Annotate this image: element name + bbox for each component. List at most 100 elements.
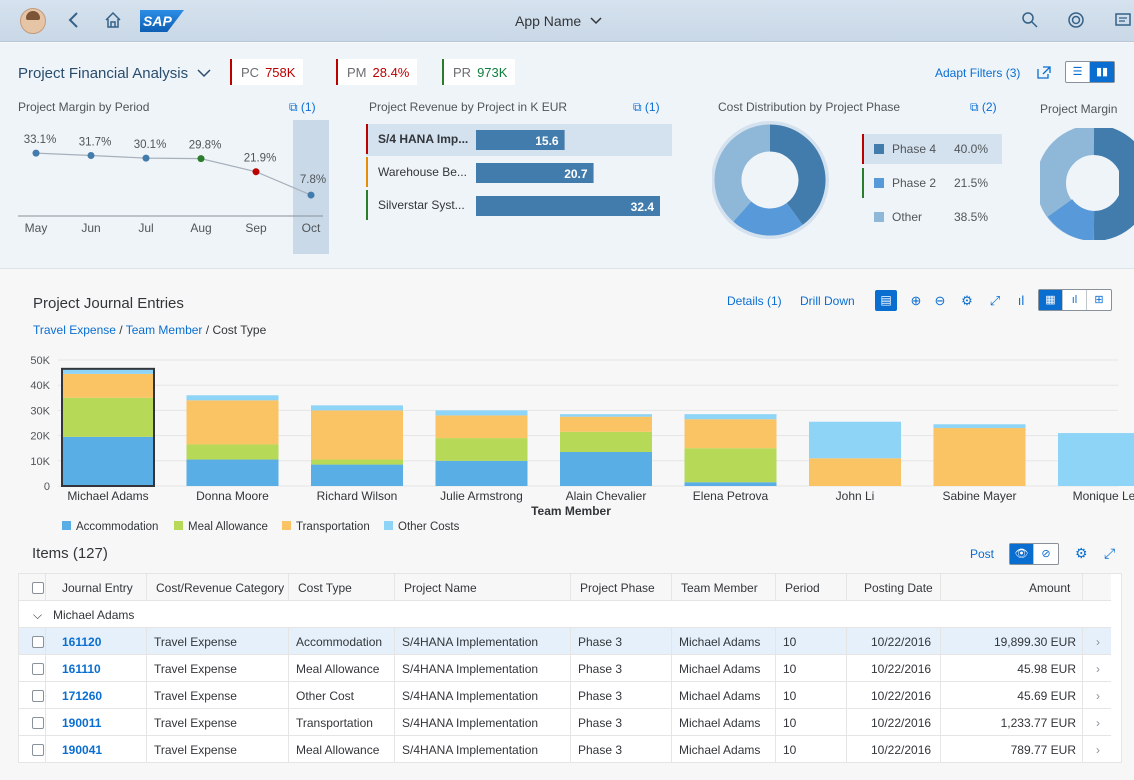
stacked-bar-segment[interactable] (311, 405, 403, 411)
kpi-pm[interactable]: PM 28.4% (336, 59, 418, 85)
hide-icon[interactable]: ⊘ (1041, 548, 1051, 560)
app-name-menu[interactable]: App Name (515, 13, 603, 29)
stacked-bar-segment[interactable] (186, 459, 279, 486)
column-header[interactable]: Team Member (681, 581, 758, 595)
project-margin-donut[interactable] (1040, 128, 1134, 240)
stacked-bar-segment[interactable] (186, 395, 279, 401)
stacked-bar-segment[interactable] (435, 438, 528, 461)
stacked-bar-segment[interactable] (62, 397, 154, 437)
row-navigation-icon[interactable]: › (1096, 716, 1100, 730)
user-avatar[interactable] (20, 8, 46, 34)
group-collapse-icon[interactable]: ⌵ (33, 608, 43, 622)
chart-view-icon[interactable]: ▮▮ (1090, 62, 1114, 82)
stacked-bar-segment[interactable] (311, 410, 403, 460)
legend-toggle-icon[interactable]: ▤ (875, 290, 897, 311)
table-row[interactable]: 161120 Travel Expense Accommodation S/4HANA… (19, 628, 1111, 655)
journal-entry-link[interactable]: 171260 (62, 689, 103, 703)
chart-table-view-icon[interactable]: ▦ (1039, 290, 1063, 310)
y-tick-label[interactable]: Warehouse Be... (378, 165, 467, 179)
chart-type-icon[interactable]: ıl (1017, 293, 1025, 308)
table-row[interactable]: 190011 Travel Expense Transportation S/4HAN… (19, 709, 1111, 736)
card-expand-link[interactable]: ⧉ (1) (289, 100, 316, 115)
stacked-bar-segment[interactable] (1058, 433, 1134, 486)
donut-slice[interactable] (769, 124, 826, 225)
kpi-pr[interactable]: PR 973K (442, 59, 516, 85)
journal-entry-link[interactable]: 190011 (62, 716, 102, 730)
fullscreen-icon[interactable]: ⤢ (989, 293, 1001, 308)
chart-only-view-icon[interactable]: ıl (1063, 290, 1087, 310)
column-header[interactable]: Journal Entry (62, 581, 133, 595)
column-header[interactable]: Amount (1029, 581, 1071, 595)
back-icon[interactable] (66, 10, 82, 34)
stacked-bar-segment[interactable] (186, 444, 279, 460)
selected-period-highlight[interactable] (293, 120, 329, 254)
row-checkbox[interactable] (32, 690, 44, 702)
stacked-bar-segment[interactable] (684, 448, 777, 483)
bar[interactable] (476, 130, 565, 150)
y-tick-label[interactable]: S/4 HANA Imp... (378, 132, 468, 146)
drill-down-link[interactable]: Drill Down (800, 294, 855, 308)
row-checkbox[interactable] (32, 636, 44, 648)
stacked-bar-segment[interactable] (684, 414, 777, 420)
journal-entry-link[interactable]: 190041 (62, 743, 103, 757)
table-row[interactable]: 190041 Travel Expense Meal Allowance S/4HAN… (19, 736, 1111, 762)
legend-row-highlight[interactable] (862, 134, 1002, 164)
margin-line-chart[interactable]: 33.1% May 31.7% Jun 30.1% Jul 29.8% Aug 21.9% Sep… (18, 120, 338, 254)
row-navigation-icon[interactable]: › (1096, 662, 1100, 676)
column-header[interactable]: Period (785, 581, 820, 595)
row-checkbox[interactable] (32, 744, 44, 756)
details-link[interactable]: Details (1) (727, 294, 782, 308)
home-icon[interactable] (104, 10, 122, 34)
data-point[interactable] (307, 191, 315, 199)
data-point[interactable] (32, 149, 40, 157)
stacked-bar-segment[interactable] (684, 482, 777, 486)
column-header[interactable]: Project Name (404, 581, 477, 595)
bar[interactable] (476, 196, 660, 216)
data-point[interactable] (87, 151, 95, 159)
bar[interactable] (476, 163, 594, 183)
stacked-bar-segment[interactable] (560, 451, 652, 486)
stacked-bar-segment[interactable] (311, 464, 403, 486)
header-view-toggle[interactable]: ☰ ▮▮ (1065, 61, 1115, 83)
journal-view-toggle[interactable]: ▦ ıl ⊞ (1038, 289, 1112, 311)
row-checkbox[interactable] (32, 663, 44, 675)
donut-slice[interactable] (714, 124, 771, 222)
stacked-bar-segment[interactable] (62, 436, 154, 486)
column-header[interactable]: Project Phase (580, 581, 655, 595)
card-expand-link[interactable]: ⧉ (2) (970, 100, 997, 115)
post-link[interactable]: Post (970, 547, 995, 561)
stacked-bar-segment[interactable] (62, 368, 154, 374)
stacked-bar-segment[interactable] (560, 414, 652, 417)
breadcrumb-link[interactable]: Travel Expense (33, 323, 116, 337)
zoom-out-icon[interactable]: ⊖ (934, 293, 946, 308)
column-header[interactable]: Cost/Revenue Category (156, 581, 285, 595)
data-point[interactable] (142, 154, 150, 162)
table-only-view-icon[interactable]: ⊞ (1094, 294, 1104, 306)
stacked-bar-segment[interactable] (435, 410, 528, 416)
legend-label[interactable]: Other Costs (398, 521, 460, 533)
kpi-pc[interactable]: PC 758K (230, 59, 304, 85)
settings-icon[interactable]: ⚙ (961, 293, 973, 308)
revenue-bar-chart[interactable]: S/4 HANA Imp... 15.6 Warehouse Be... 20.7 Si… (362, 124, 682, 230)
row-checkbox[interactable] (32, 717, 44, 729)
adapt-filters-link[interactable]: Adapt Filters (3) (935, 66, 1021, 80)
row-navigation-icon[interactable]: › (1096, 743, 1100, 757)
share-icon[interactable] (1035, 63, 1053, 84)
select-all-checkbox[interactable] (32, 582, 44, 594)
journal-entry-link[interactable]: 161120 (62, 635, 102, 649)
y-tick-label[interactable]: Silverstar Syst... (378, 198, 465, 212)
stacked-bar-segment[interactable] (684, 419, 777, 449)
group-row[interactable]: ⌵ Michael Adams (19, 601, 1111, 628)
copilot-icon[interactable] (1068, 10, 1086, 34)
zoom-in-icon[interactable]: ⊕ (910, 293, 922, 308)
stacked-bar-segment[interactable] (62, 373, 154, 398)
page-title-menu[interactable]: Project Financial Analysis (18, 65, 212, 82)
row-navigation-icon[interactable]: › (1096, 635, 1100, 649)
sap-logo[interactable]: SAP (140, 10, 184, 32)
notifications-icon[interactable] (1114, 10, 1132, 34)
legend-label[interactable]: Accommodation (76, 521, 158, 533)
data-point[interactable] (252, 168, 260, 176)
stacked-bar-segment[interactable] (311, 459, 403, 465)
stacked-bar-segment[interactable] (186, 400, 279, 445)
list-view-icon[interactable]: ☰ (1066, 62, 1090, 82)
